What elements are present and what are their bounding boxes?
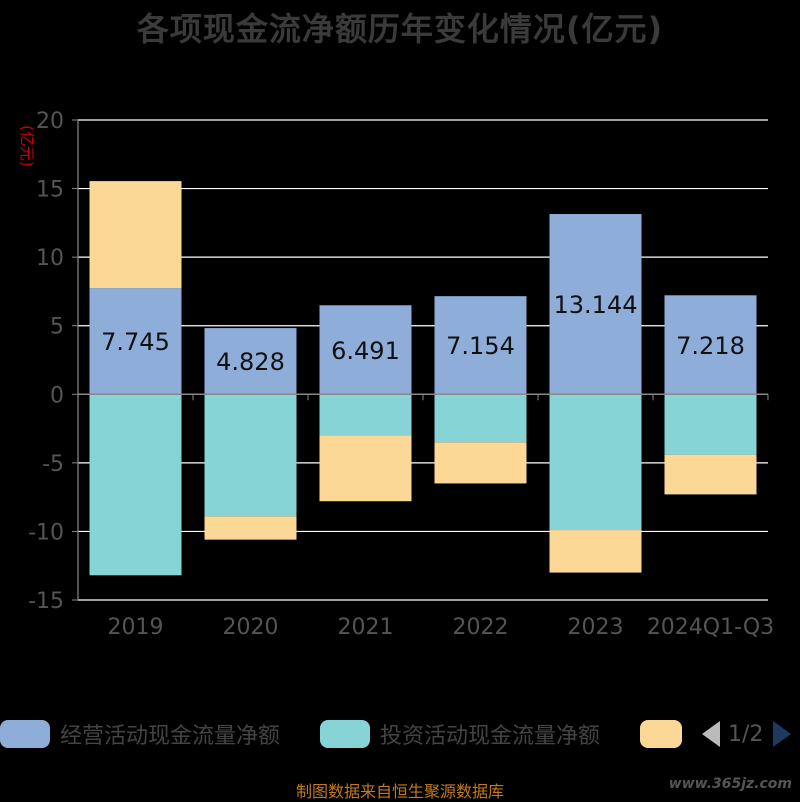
legend-pager: 1/2 (702, 712, 792, 756)
legend-label-operating: 经营活动现金流量净额 (60, 724, 281, 749)
bar-investing-2021 (319, 394, 412, 436)
bar-operating-2021 (319, 305, 412, 395)
data-source-note: 制图数据来自恒生聚源数据库 (295, 782, 504, 801)
legend-next-icon[interactable] (773, 721, 792, 747)
data-label-operating: 7.745 (101, 328, 170, 356)
legend-swatch-operating (0, 720, 50, 748)
y-axis-unit-label: (亿元) (18, 125, 36, 167)
bar-operating-2022 (434, 296, 527, 395)
legend-item-operating[interactable]: 经营活动现金流量净额 (0, 712, 280, 756)
y-tick-label: 10 (36, 246, 64, 271)
bar-investing-2022 (434, 394, 527, 443)
legend-swatch-investing (320, 720, 370, 748)
bar-investing-2019 (89, 394, 182, 576)
legend: 经营活动现金流量净额 投资活动现金流量净额 1/2 (0, 712, 800, 756)
bar-financing-2022 (434, 442, 527, 484)
data-label-operating: 4.828 (216, 348, 285, 376)
bar-financing-2020 (204, 516, 297, 540)
x-tick-label: 2020 (223, 615, 279, 640)
bar-investing-2020 (204, 394, 297, 517)
chart-title: 各项现金流净额历年变化情况(亿元) (136, 10, 664, 48)
data-label-operating: 13.144 (554, 291, 638, 319)
x-tick-label: 2022 (453, 615, 509, 640)
data-label-operating: 7.154 (446, 332, 515, 360)
bar-operating-2023 (549, 214, 642, 395)
bar-financing-2023 (549, 530, 642, 573)
bar-operating-2024Q1-Q3 (664, 295, 757, 395)
legend-item-financing[interactable] (640, 712, 692, 756)
bar-financing-2019 (89, 181, 182, 289)
x-tick-label: 2019 (108, 615, 164, 640)
bar-investing-2023 (549, 394, 642, 531)
bar-financing-2021 (319, 435, 412, 502)
bar-investing-2024Q1-Q3 (664, 394, 757, 455)
x-tick-label: 2024Q1-Q3 (647, 615, 774, 640)
data-label-operating: 7.218 (676, 332, 745, 360)
y-tick-label: 0 (50, 383, 64, 408)
legend-item-investing[interactable]: 投资活动现金流量净额 (320, 712, 600, 756)
y-tick-label: 15 (36, 178, 64, 203)
y-tick-label: 20 (36, 109, 64, 134)
watermark: www.365jz.com (668, 776, 792, 792)
y-tick-label: -15 (28, 589, 64, 614)
legend-page-indicator: 1/2 (728, 721, 764, 747)
y-tick-label: -10 (28, 520, 64, 545)
chart-plot: -15 -10 -5 0 5 10 15 20(亿元) 2019 2020 2021 2022 2023… (18, 109, 774, 640)
legend-prev-icon[interactable] (702, 721, 720, 747)
bar-operating-2019 (89, 288, 182, 395)
x-tick-label: 2023 (568, 615, 624, 640)
bar-operating-2020 (204, 328, 297, 395)
x-tick-label: 2021 (338, 615, 394, 640)
bar-financing-2024Q1-Q3 (664, 454, 757, 495)
legend-swatch-financing (640, 720, 682, 748)
y-tick-label: 5 (50, 315, 64, 340)
y-tick-label: -5 (42, 452, 64, 477)
data-label-operating: 6.491 (331, 337, 400, 365)
legend-label-investing: 投资活动现金流量净额 (380, 724, 601, 749)
